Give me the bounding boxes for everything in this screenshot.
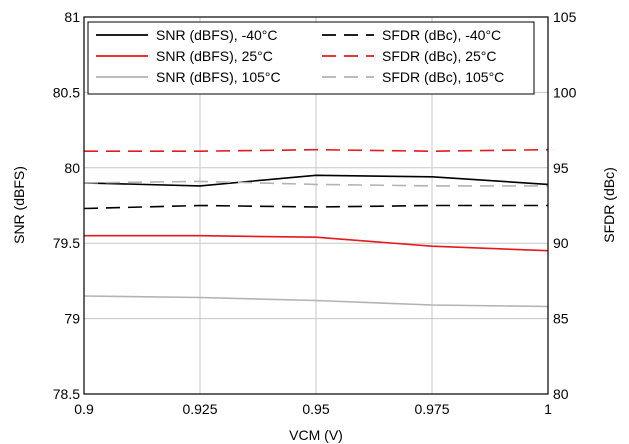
legend-label: SFDR (dBc), 105°C	[382, 69, 504, 85]
series-line	[83, 204, 548, 210]
y-right-tick-label: 85	[553, 311, 569, 327]
legend: SNR (dBFS), -40°C SFDR (dBc), -40°C SNR (d…	[87, 21, 535, 95]
x-tick-label: 0.9	[74, 401, 94, 417]
series-line	[83, 174, 549, 187]
plot-frame	[83, 16, 549, 395]
y-left-axis-title: SNR (dBFS)	[11, 166, 27, 244]
legend-label: SNR (dBFS), -40°C	[156, 27, 278, 43]
y-left-tick-label: 78.5	[53, 386, 80, 402]
series-line	[83, 295, 549, 308]
y-left-tick-label: 80	[64, 160, 80, 176]
y-left-tick-label: 81	[64, 9, 80, 25]
legend-label: SFDR (dBc), 25°C	[382, 48, 497, 64]
x-tick-label: 1	[544, 401, 552, 417]
y-right-tick-label: 90	[553, 235, 569, 251]
y-right-tick-label: 100	[553, 84, 577, 100]
legend-label: SNR (dBFS), 25°C	[156, 48, 273, 64]
y-right-tick-label: 80	[553, 386, 569, 402]
y-left-tick-label: 79.5	[53, 235, 80, 251]
x-tick-label: 0.95	[302, 401, 329, 417]
y-right-tick-label: 95	[553, 160, 569, 176]
y-left-tick-label: 80.5	[53, 84, 80, 100]
x-axis-title: VCM (V)	[289, 427, 343, 443]
series-line	[84, 148, 549, 152]
legend-items: SNR (dBFS), -40°C SFDR (dBc), -40°C SNR (d…	[96, 27, 504, 85]
legend-box	[87, 21, 535, 95]
y-right-axis-title: SFDR (dBc)	[601, 167, 617, 242]
ticks: 78.5 79 79.5 80 80.5 81 80 85 90 95 100 105 0.9 0.925…	[53, 9, 577, 417]
x-tick-label: 0.975	[414, 401, 449, 417]
series-lines	[83, 148, 549, 308]
series-line	[83, 180, 548, 187]
y-left-tick-label: 79	[64, 311, 80, 327]
legend-label: SNR (dBFS), 105°C	[156, 69, 281, 85]
legend-label: SFDR (dBc), -40°C	[382, 27, 501, 43]
series-line	[84, 234, 549, 252]
x-tick-label: 0.925	[182, 401, 217, 417]
y-right-tick-label: 105	[553, 9, 577, 25]
